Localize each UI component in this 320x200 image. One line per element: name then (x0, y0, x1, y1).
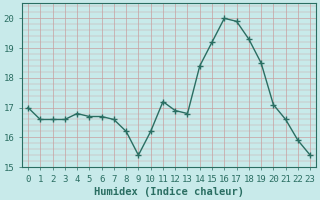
X-axis label: Humidex (Indice chaleur): Humidex (Indice chaleur) (94, 186, 244, 197)
